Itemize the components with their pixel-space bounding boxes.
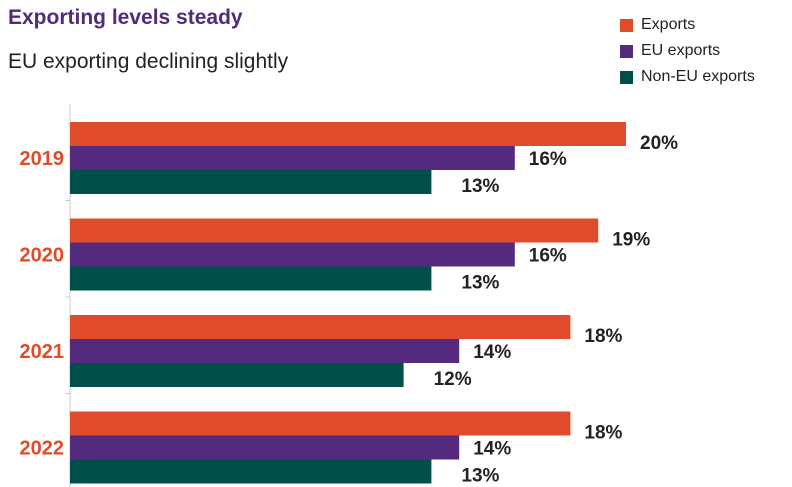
data-label: 14% xyxy=(473,342,511,363)
legend: Exports EU exports Non-EU exports xyxy=(620,12,755,90)
chart-title: Exporting levels steady xyxy=(8,6,243,29)
bar-eu-exports-2021 xyxy=(70,339,460,363)
data-label: 18% xyxy=(584,423,622,444)
bar-exports-2022 xyxy=(70,411,571,436)
data-label: 16% xyxy=(529,149,567,170)
data-label: 13% xyxy=(461,273,499,294)
legend-item-non-eu-exports: Non-EU exports xyxy=(620,64,755,90)
chart-subtitle: EU exporting declining slightly xyxy=(8,50,289,73)
legend-label-exports: Exports xyxy=(641,16,696,33)
bar-eu-exports-2022 xyxy=(70,435,460,460)
bar-exports-2021 xyxy=(70,315,571,339)
bar-eu-exports-2020 xyxy=(70,242,515,267)
legend-item-eu-exports: EU exports xyxy=(620,38,755,64)
legend-swatch-non-eu-exports xyxy=(620,70,633,84)
data-label: 20% xyxy=(640,133,678,154)
legend-label-eu-exports: EU exports xyxy=(641,42,721,59)
data-label: 14% xyxy=(473,439,511,460)
data-label: 19% xyxy=(612,230,650,251)
bar-eu-exports-2019 xyxy=(70,146,515,170)
bar-exports-2020 xyxy=(70,218,599,243)
legend-item-exports: Exports xyxy=(620,12,755,38)
data-label: 13% xyxy=(461,176,499,197)
legend-swatch-exports xyxy=(620,18,633,32)
category-label-2022: 2022 xyxy=(20,438,65,460)
bar-exports-2019 xyxy=(70,122,626,146)
bar-non-eu-exports-2021 xyxy=(70,363,404,387)
category-label-2021: 2021 xyxy=(20,341,65,363)
data-label: 16% xyxy=(529,246,567,267)
data-label: 12% xyxy=(434,369,472,390)
bar-non-eu-exports-2022 xyxy=(70,459,432,484)
bar-non-eu-exports-2019 xyxy=(70,170,432,194)
bar-non-eu-exports-2020 xyxy=(70,266,432,291)
data-label: 18% xyxy=(584,326,622,347)
category-label-2019: 2019 xyxy=(20,148,65,170)
data-label: 13% xyxy=(461,466,499,487)
category-label-2020: 2020 xyxy=(20,245,65,267)
legend-label-non-eu-exports: Non-EU exports xyxy=(641,68,755,85)
legend-swatch-eu-exports xyxy=(620,44,633,58)
